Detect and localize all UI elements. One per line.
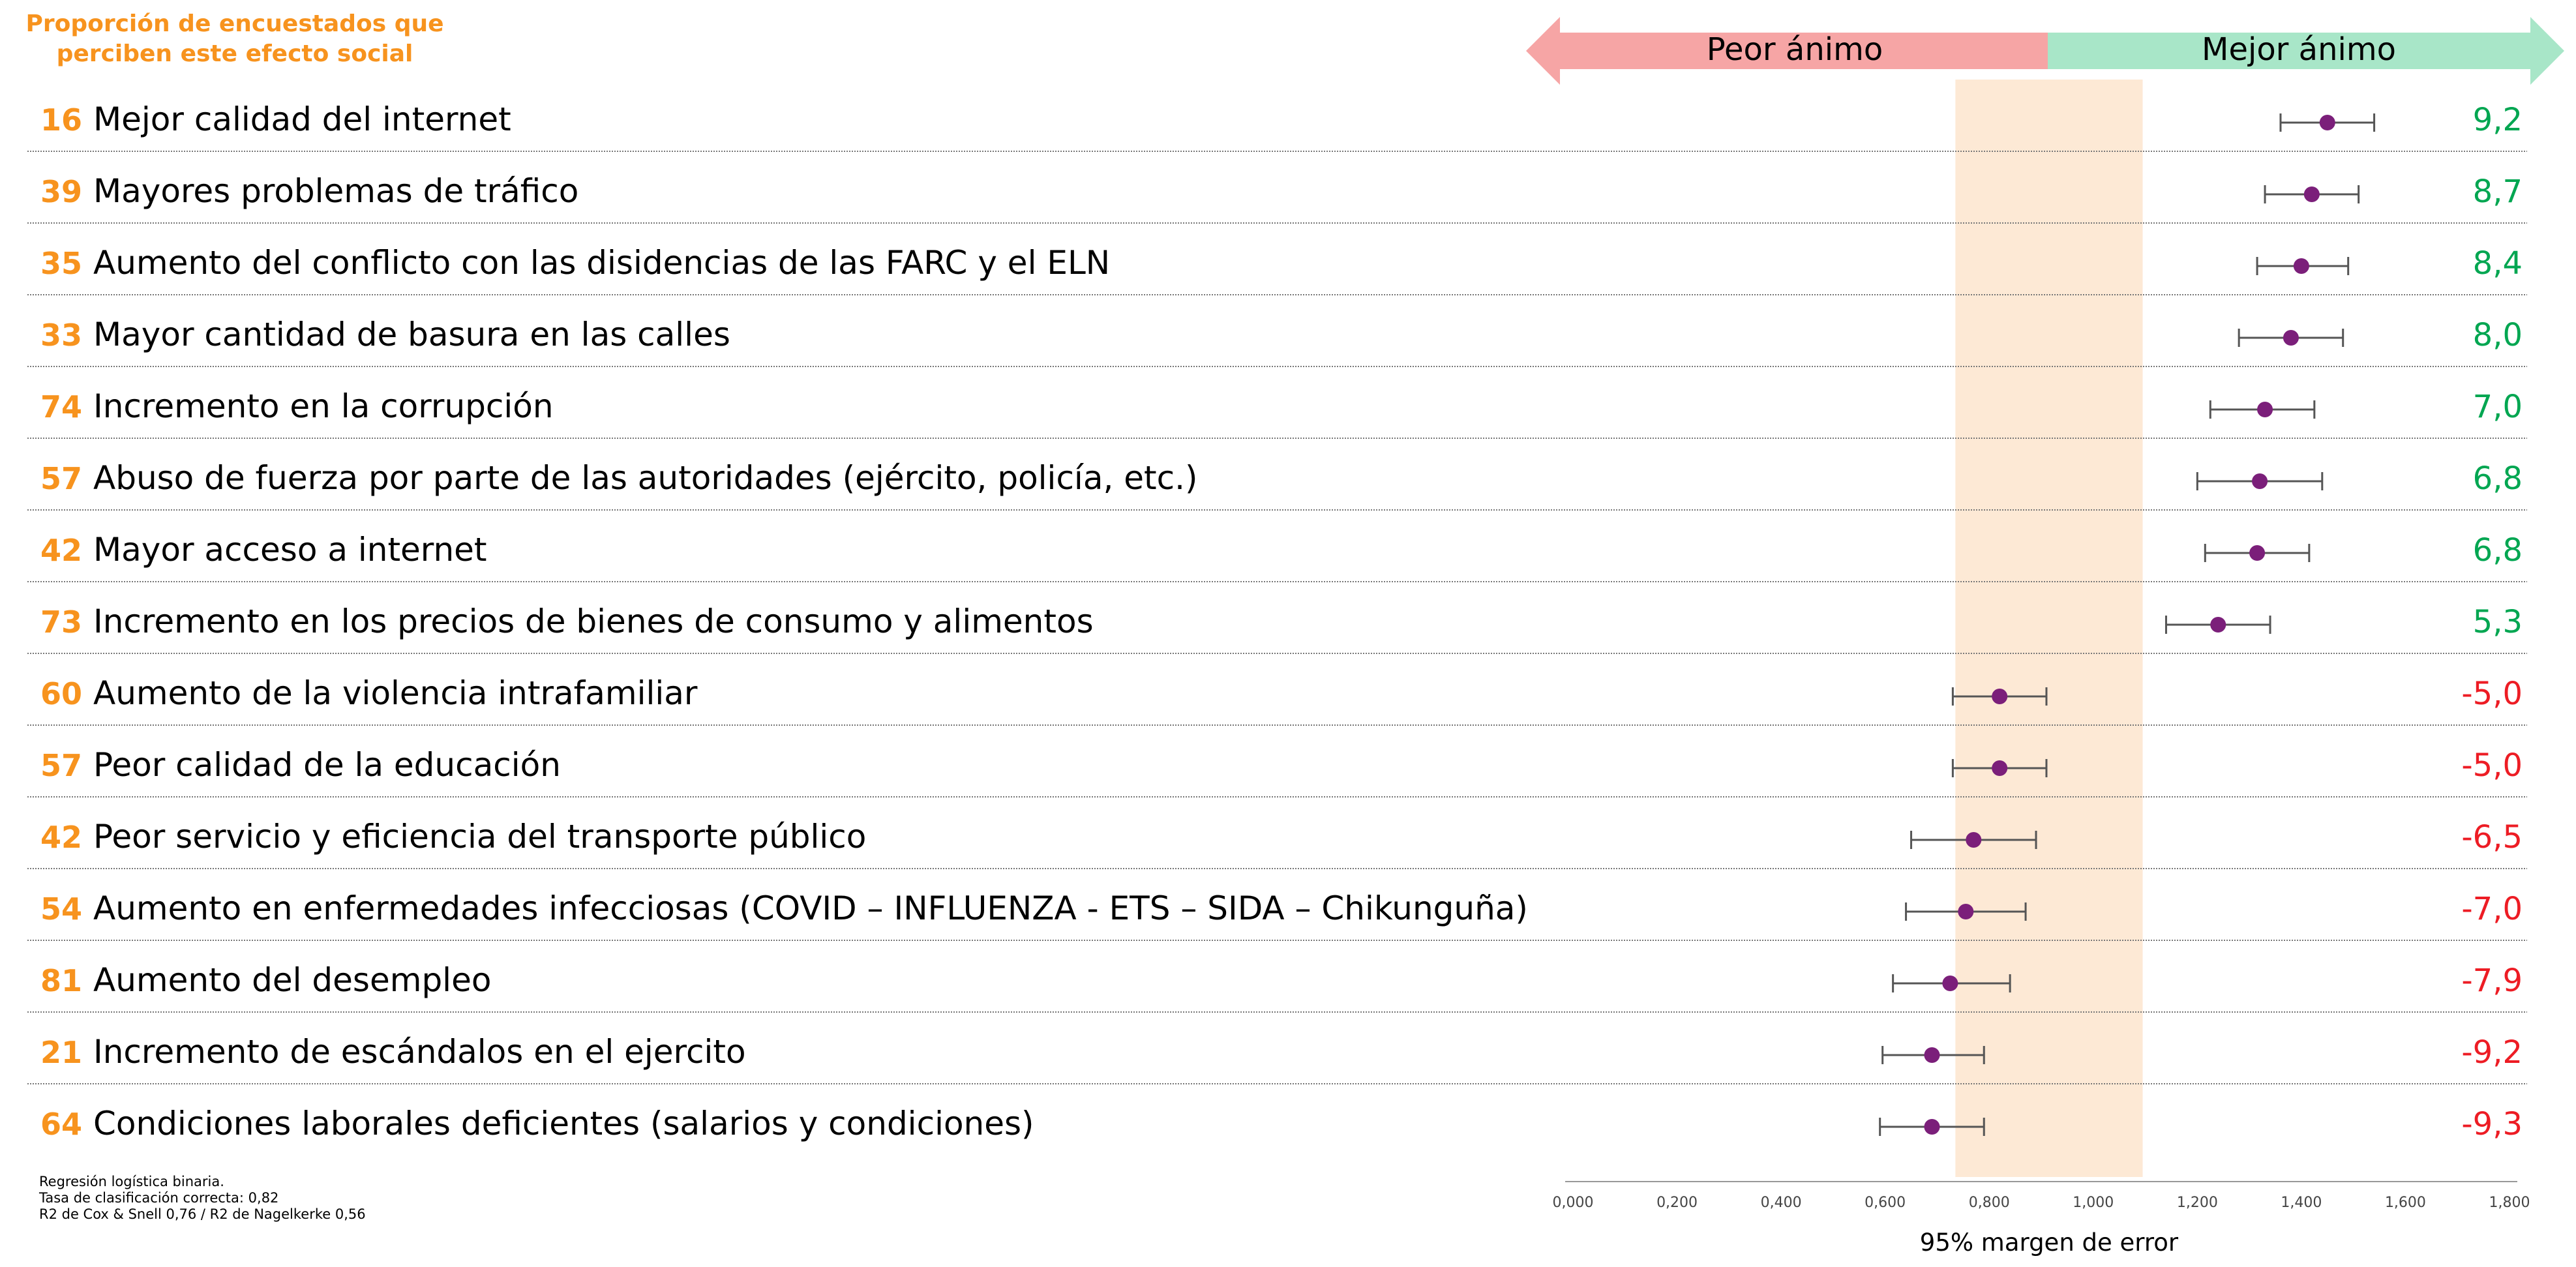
estimate-point bbox=[2252, 473, 2268, 489]
row-percentage: 35 bbox=[40, 246, 82, 281]
x-tick-label: 0,600 bbox=[1865, 1195, 1906, 1211]
row-label: Incremento en los precios de bienes de c… bbox=[93, 603, 1094, 640]
estimate-point bbox=[1942, 976, 1958, 991]
row-percentage: 16 bbox=[40, 102, 82, 138]
estimate-point bbox=[1924, 1119, 1940, 1135]
note-line: R2 de Cox & Snell 0,76 / R2 de Nagelkerk… bbox=[39, 1206, 366, 1222]
estimate-point bbox=[2210, 617, 2226, 633]
x-tick-label: 0,800 bbox=[1969, 1195, 2010, 1211]
estimate-point bbox=[2257, 402, 2273, 417]
estimate-point bbox=[2249, 545, 2266, 561]
x-tick-label: 1,800 bbox=[2489, 1195, 2530, 1211]
note-line: Regresión logística binaria. bbox=[39, 1174, 224, 1189]
estimate-point bbox=[1966, 832, 1982, 848]
row-label: Aumento del desempleo bbox=[93, 961, 491, 999]
row-percentage: 57 bbox=[40, 748, 82, 783]
row-value: -7,9 bbox=[2461, 962, 2523, 999]
row-value: 6,8 bbox=[2473, 532, 2523, 569]
estimate-point bbox=[1958, 904, 1974, 919]
row-percentage: 73 bbox=[40, 604, 82, 640]
row-value: -7,0 bbox=[2461, 891, 2523, 927]
left-header: Proporción de encuestados que perciben e… bbox=[20, 9, 450, 69]
row-value: -6,5 bbox=[2461, 819, 2523, 856]
x-tick-label: 1,000 bbox=[2073, 1195, 2114, 1211]
estimate-point bbox=[2303, 186, 2320, 202]
note-line: Tasa de clasificación correcta: 0,82 bbox=[39, 1190, 279, 1206]
row-label: Mayor cantidad de basura en las calles bbox=[93, 316, 730, 353]
row-percentage: 39 bbox=[40, 174, 82, 209]
row-label: Peor calidad de la educación bbox=[93, 746, 561, 784]
row-value: 9,2 bbox=[2473, 102, 2523, 138]
x-tick-label: 1,400 bbox=[2281, 1195, 2322, 1211]
arrow-right-better bbox=[2048, 17, 2564, 85]
x-tick-label: 0,000 bbox=[1553, 1195, 1594, 1211]
row-label: Abuso de fuerza por parte de las autorid… bbox=[93, 459, 1198, 497]
row-percentage: 64 bbox=[40, 1107, 82, 1142]
x-tick-label: 0,200 bbox=[1656, 1195, 1698, 1211]
row-label: Aumento en enfermedades infecciosas (COV… bbox=[93, 889, 1528, 927]
row-value: 8,7 bbox=[2473, 173, 2523, 210]
row-value: -9,3 bbox=[2461, 1106, 2523, 1142]
estimate-point bbox=[2283, 330, 2299, 346]
row-label: Mayores problemas de tráfico bbox=[93, 172, 578, 210]
model-notes: Regresión logística binaria. Tasa de cla… bbox=[39, 1174, 366, 1223]
row-label: Mayor acceso a internet bbox=[93, 531, 487, 569]
arrow-left-label: Peor ánimo bbox=[1707, 31, 1883, 68]
estimate-point bbox=[2319, 115, 2335, 130]
row-percentage: 42 bbox=[40, 820, 82, 855]
arrow-left-worse bbox=[1526, 17, 2048, 85]
arrow-right-label: Mejor ánimo bbox=[2202, 31, 2396, 68]
error-band bbox=[1955, 80, 2143, 1177]
row-value: 7,0 bbox=[2473, 389, 2523, 425]
row-value: 6,8 bbox=[2473, 460, 2523, 497]
x-tick-label: 0,400 bbox=[1761, 1195, 1802, 1211]
row-value: 8,0 bbox=[2473, 317, 2523, 353]
left-header-line: Proporción de encuestados que bbox=[25, 10, 444, 37]
row-percentage: 81 bbox=[40, 963, 82, 998]
x-tick-label: 1,200 bbox=[2177, 1195, 2218, 1211]
row-value: 5,3 bbox=[2473, 604, 2523, 640]
row-label: Incremento de escándalos en el ejercito bbox=[93, 1033, 746, 1071]
row-value: -5,0 bbox=[2461, 747, 2523, 784]
row-label: Incremento en la corrupción bbox=[93, 387, 554, 425]
row-label: Peor servicio y eficiencia del transport… bbox=[93, 818, 866, 856]
estimate-point bbox=[1924, 1047, 1940, 1063]
row-label: Mejor calidad del internet bbox=[93, 100, 511, 138]
estimate-point bbox=[1992, 689, 2008, 704]
row-percentage: 42 bbox=[40, 533, 82, 568]
row-percentage: 60 bbox=[40, 676, 82, 711]
row-label: Aumento del conflicto con las disidencia… bbox=[93, 244, 1110, 282]
estimate-point bbox=[1992, 760, 2008, 776]
row-value: -9,2 bbox=[2461, 1034, 2523, 1071]
x-axis-title: 95% margen de error bbox=[1920, 1229, 2179, 1257]
row-label: Aumento de la violencia intrafamiliar bbox=[93, 674, 698, 712]
row-percentage: 33 bbox=[40, 318, 82, 353]
left-header-line: perciben este efecto social bbox=[56, 40, 413, 67]
row-percentage: 54 bbox=[40, 891, 82, 927]
row-percentage: 74 bbox=[40, 389, 82, 425]
row-percentage: 21 bbox=[40, 1035, 82, 1070]
x-tick-label: 1,600 bbox=[2385, 1195, 2426, 1211]
row-percentage: 57 bbox=[40, 461, 82, 496]
estimate-point bbox=[2293, 258, 2309, 274]
row-value: 8,4 bbox=[2473, 245, 2523, 282]
row-label: Condiciones laborales deficientes (salar… bbox=[93, 1105, 1034, 1142]
row-value: -5,0 bbox=[2461, 676, 2523, 712]
